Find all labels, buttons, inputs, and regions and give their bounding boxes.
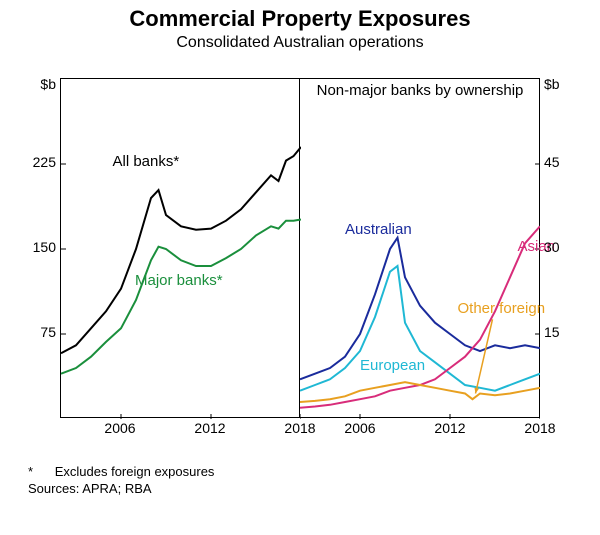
- series-label: Australian: [345, 221, 412, 238]
- y-tick-label-left: 75: [40, 324, 56, 340]
- footnote: * Excludes foreign exposures: [28, 464, 600, 479]
- x-tick-label: 2012: [194, 420, 225, 436]
- sources: Sources: APRA; RBA: [28, 481, 600, 496]
- x-tick-label: 2006: [104, 420, 135, 436]
- series-line: [61, 220, 301, 374]
- unit-label-left: $b: [40, 76, 56, 92]
- series-label: Other foreign: [458, 300, 546, 317]
- series-line: [300, 382, 540, 402]
- unit-label-right: $b: [544, 76, 560, 92]
- chart-subtitle: Consolidated Australian operations: [0, 34, 600, 52]
- chart-title: Commercial Property Exposures: [0, 0, 600, 32]
- left-panel: [60, 78, 300, 418]
- y-tick-label-right: 30: [544, 239, 560, 255]
- x-tick-label: 2018: [524, 420, 555, 436]
- x-tick-label: 2006: [344, 420, 375, 436]
- y-tick-label-right: 15: [544, 324, 560, 340]
- y-tick-label-right: 45: [544, 154, 560, 170]
- chart-area: All banks* Major banks* 2006 2012 2018 Austra…: [20, 58, 580, 458]
- chart-container: Commercial Property Exposures Consolidat…: [0, 0, 600, 535]
- series-label: European: [360, 357, 425, 374]
- y-tick-label-left: 225: [33, 154, 56, 170]
- series-line: [61, 147, 301, 353]
- footnote-text: Excludes foreign exposures: [55, 464, 215, 479]
- right-panel-title: Non-major banks by ownership: [300, 82, 540, 99]
- series-label: Major banks*: [135, 272, 223, 289]
- x-tick-label: 2018: [284, 420, 315, 436]
- x-tick-label: 2012: [434, 420, 465, 436]
- footnote-symbol: *: [28, 464, 33, 479]
- y-tick-label-left: 150: [33, 239, 56, 255]
- series-label: All banks*: [113, 153, 180, 170]
